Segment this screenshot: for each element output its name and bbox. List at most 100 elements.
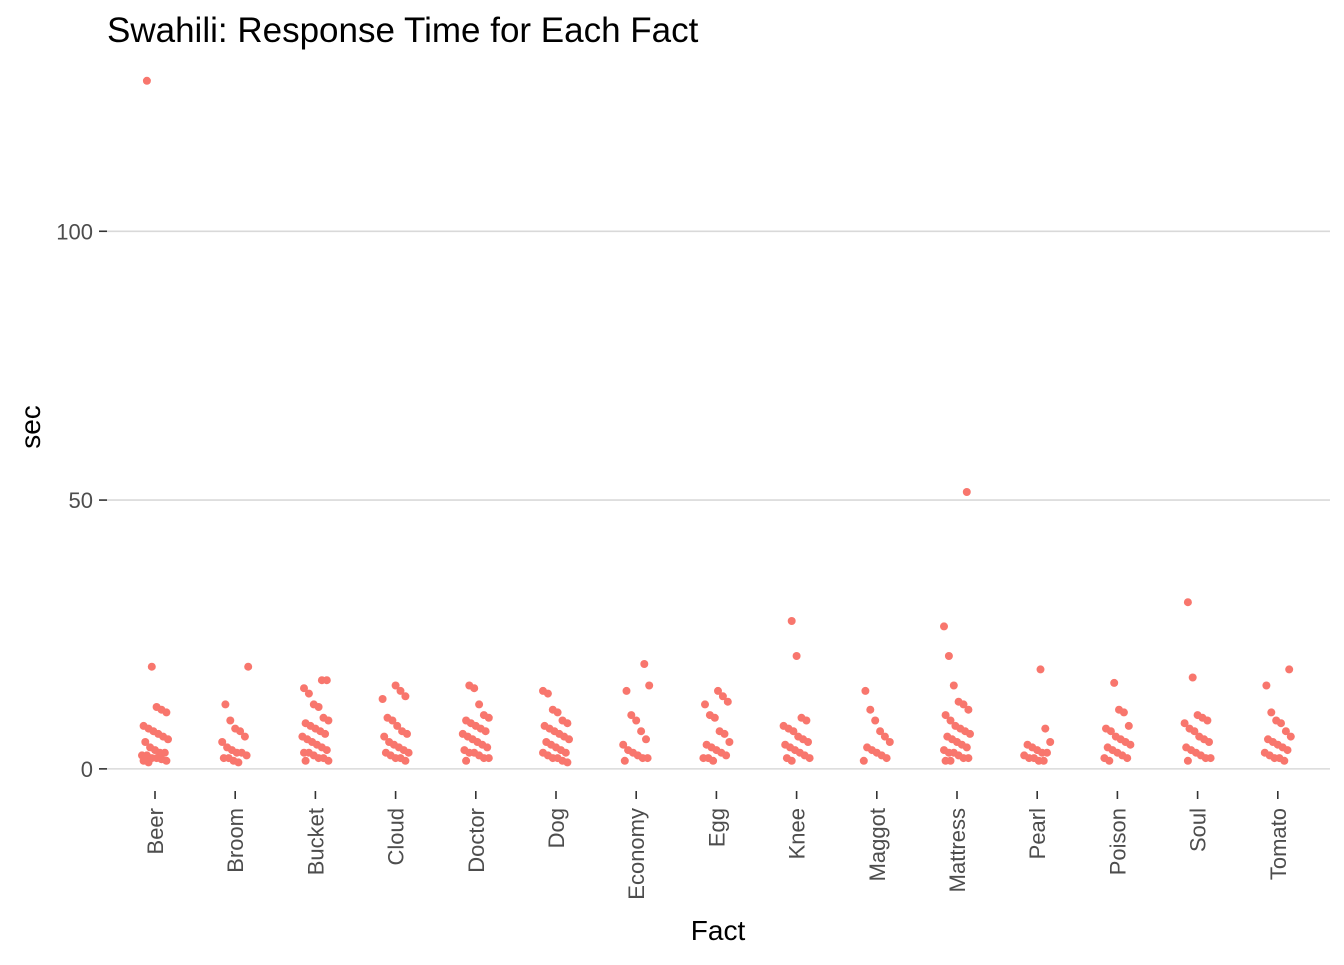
x-tick-label: Mattress	[945, 808, 970, 892]
data-point	[1110, 678, 1119, 687]
data-point	[1285, 665, 1294, 674]
data-point	[643, 754, 652, 763]
data-point	[301, 756, 310, 765]
data-point	[314, 703, 323, 711]
y-axis: 0 50 100	[56, 219, 107, 782]
data-point	[462, 756, 471, 765]
data-point	[321, 729, 330, 738]
data-point	[645, 681, 654, 690]
data-point	[966, 729, 974, 738]
data-point	[388, 716, 397, 725]
data-point	[300, 684, 308, 693]
data-point	[632, 716, 641, 725]
data-point	[940, 622, 948, 631]
data-point	[627, 711, 636, 720]
data-point	[871, 716, 880, 725]
data-point	[640, 660, 649, 668]
data-point	[941, 711, 950, 720]
data-point	[1281, 727, 1290, 736]
data-point	[563, 758, 572, 767]
data-point	[322, 676, 331, 685]
data-point	[866, 705, 875, 714]
data-point	[802, 716, 811, 725]
data-point	[563, 719, 572, 728]
data-point	[1277, 719, 1285, 728]
data-point	[401, 692, 410, 701]
data-point	[483, 743, 492, 752]
data-point	[1205, 738, 1213, 746]
x-tick-label: Economy	[624, 808, 649, 900]
data-point	[1046, 738, 1055, 746]
data-point	[804, 738, 812, 746]
x-tick-label: Knee	[785, 808, 810, 859]
x-tick-label: Poison	[1105, 808, 1130, 875]
data-point	[324, 756, 333, 765]
data-point	[234, 758, 243, 767]
data-point	[876, 727, 885, 736]
data-point	[470, 684, 479, 693]
data-point	[1283, 746, 1292, 755]
data-point	[882, 754, 891, 763]
data-point	[393, 721, 402, 730]
data-point	[944, 652, 953, 660]
data-point	[787, 617, 796, 625]
data-point	[1124, 721, 1133, 730]
x-tick-label: Doctor	[464, 808, 489, 873]
y-axis-title: sec	[15, 405, 46, 449]
data-point	[805, 754, 814, 763]
data-point	[642, 735, 650, 744]
data-point	[236, 727, 245, 736]
data-point	[1280, 756, 1289, 765]
data-point	[859, 756, 868, 765]
data-point	[1119, 708, 1128, 717]
data-point	[637, 727, 646, 736]
data-point	[964, 705, 973, 714]
data-point	[789, 727, 798, 736]
data-point	[144, 758, 153, 767]
data-point	[718, 692, 727, 701]
data-point	[959, 700, 968, 709]
y-tick-label: 50	[69, 488, 93, 513]
x-tick-label: Egg	[704, 808, 729, 847]
x-tick-label: Soul	[1186, 808, 1211, 852]
data-point	[324, 716, 333, 725]
data-point	[162, 756, 171, 765]
x-tick-label: Cloud	[384, 808, 409, 865]
data-point	[401, 756, 410, 765]
data-point	[787, 756, 796, 765]
data-points	[138, 76, 1295, 767]
x-tick-label: Dog	[544, 808, 569, 848]
data-point	[164, 735, 172, 744]
data-point	[226, 716, 235, 725]
data-point	[404, 748, 413, 757]
data-point	[620, 756, 629, 765]
data-point	[880, 732, 889, 741]
data-point	[964, 754, 973, 763]
data-point	[147, 662, 156, 671]
data-point	[378, 695, 387, 703]
data-point	[1041, 724, 1050, 733]
x-tick-label: Tomato	[1266, 808, 1291, 880]
data-point	[1183, 598, 1192, 607]
data-point	[1126, 740, 1135, 749]
data-point	[1039, 756, 1048, 765]
data-point	[622, 686, 631, 695]
data-point	[396, 686, 405, 695]
data-point	[946, 756, 955, 765]
data-point	[1203, 716, 1212, 725]
data-point	[380, 732, 389, 741]
data-point	[1180, 719, 1189, 728]
data-point	[710, 713, 719, 722]
data-point	[714, 686, 722, 695]
data-point	[543, 689, 552, 698]
gridlines	[107, 230, 1330, 770]
data-point	[720, 729, 729, 738]
chart-title: Swahili: Response Time for Each Fact	[107, 11, 699, 50]
data-point	[391, 681, 400, 690]
data-point	[142, 76, 151, 85]
data-point	[484, 754, 493, 763]
x-axis: Beer Broom Bucket Cloud Doctor Dog Economy Egg K…	[143, 791, 1291, 900]
data-point	[725, 738, 734, 746]
data-point	[475, 700, 484, 709]
data-point	[553, 708, 562, 717]
